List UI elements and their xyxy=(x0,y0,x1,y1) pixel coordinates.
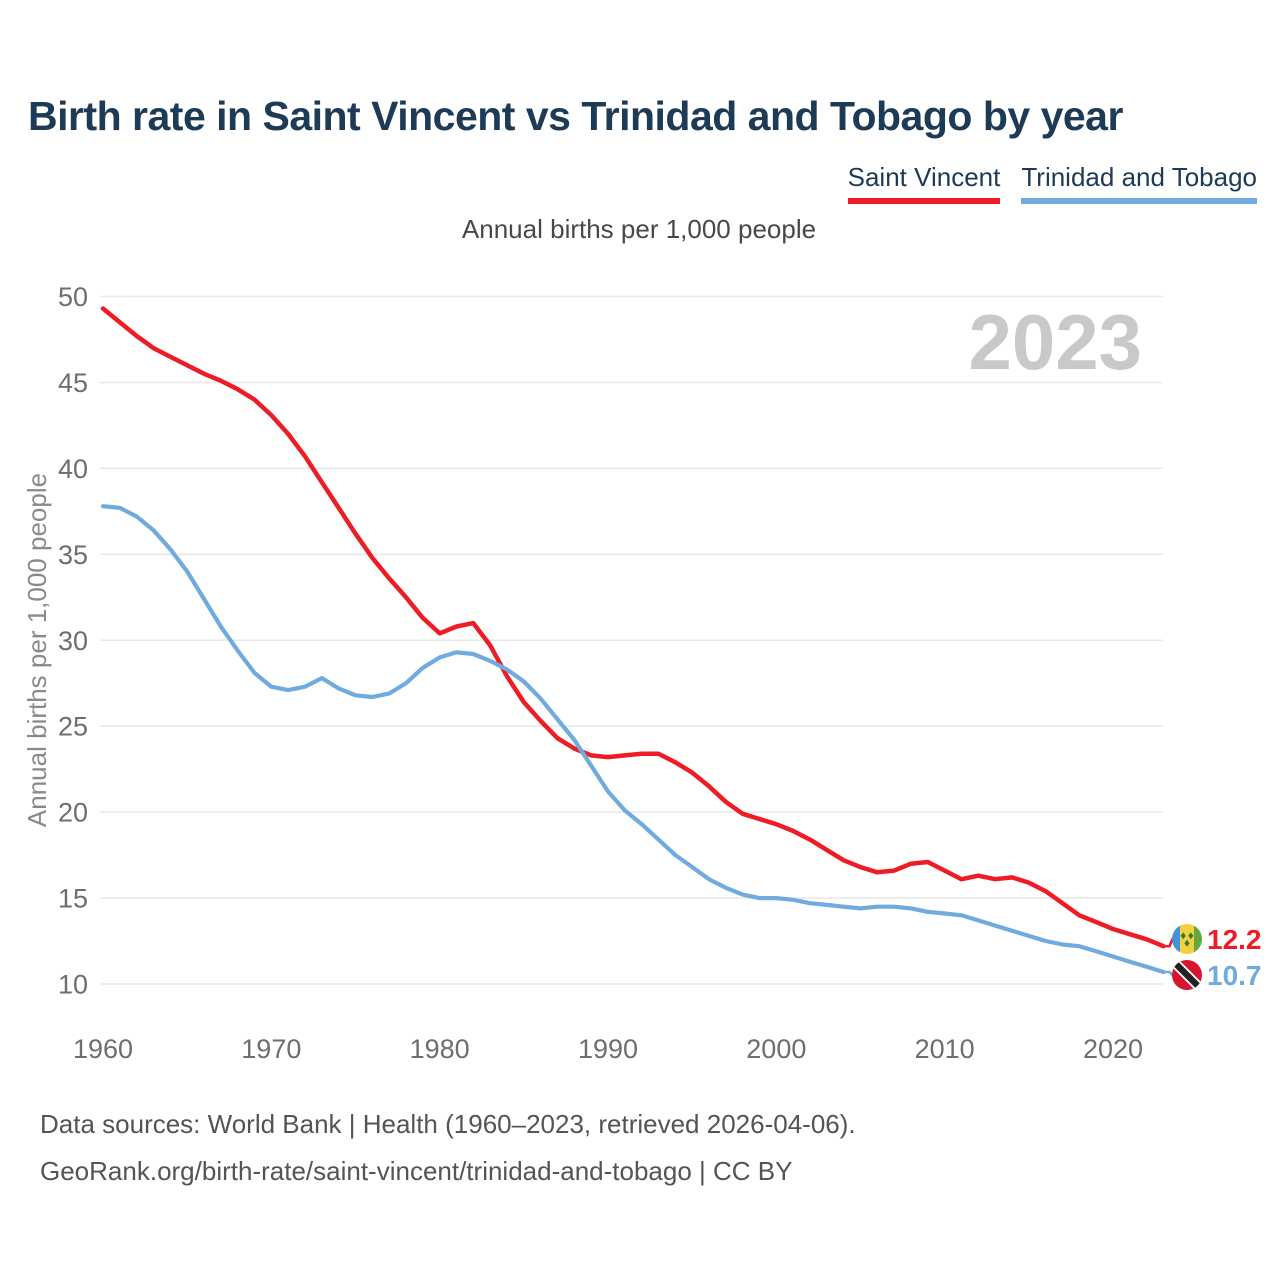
y-axis-title: Annual births per 1,000 people xyxy=(22,473,52,827)
axis-tick-labels: 10 15 20 25 30 35 40 45 50 1960 1970 1980 1990 2000 20… xyxy=(58,282,1143,1064)
y-tick-label: 15 xyxy=(58,884,88,914)
y-tick-label: 25 xyxy=(58,712,88,742)
flag-stripe-black xyxy=(1172,960,1202,990)
y-tick-label: 20 xyxy=(58,798,88,828)
x-tick-label: 2010 xyxy=(915,1034,975,1064)
x-tick-label: 1970 xyxy=(241,1034,301,1064)
gridlines xyxy=(100,295,1163,985)
y-tick-label: 50 xyxy=(58,282,88,312)
x-tick-label: 1960 xyxy=(73,1034,133,1064)
legend-item-trinidad-and-tobago[interactable]: Trinidad and Tobago xyxy=(1021,163,1257,204)
page-title: Birth rate in Saint Vincent vs Trinidad … xyxy=(28,93,1123,139)
legend: Saint Vincent Trinidad and Tobago xyxy=(847,163,1257,204)
y-tick-label: 40 xyxy=(58,454,88,484)
series-lines xyxy=(100,306,1166,975)
y-tick-label: 30 xyxy=(58,626,88,656)
x-tick-label: 2000 xyxy=(746,1034,806,1064)
y-tick-label: 35 xyxy=(58,540,88,570)
flag-band-green xyxy=(1194,924,1202,954)
end-labels: 12.2 10.7 xyxy=(1164,924,1262,991)
end-value-trinidad-and-tobago: 10.7 xyxy=(1207,960,1262,991)
x-tick-label: 1990 xyxy=(578,1034,638,1064)
year-watermark: 2023 xyxy=(968,298,1142,386)
saint-vincent-flag-icon xyxy=(1172,924,1202,954)
x-tick-label: 2020 xyxy=(1083,1034,1143,1064)
footer-data-sources: Data sources: World Bank | Health (1960–… xyxy=(40,1109,856,1139)
series-line-saint-vincent xyxy=(100,306,1166,949)
legend-item-saint-vincent[interactable]: Saint Vincent xyxy=(847,163,1001,204)
y-tick-label: 45 xyxy=(58,368,88,398)
trinidad-and-tobago-flag-icon xyxy=(1172,960,1202,990)
end-value-saint-vincent: 12.2 xyxy=(1207,924,1262,955)
y-tick-label: 10 xyxy=(58,970,88,1000)
flag-band-blue xyxy=(1172,924,1180,954)
footer-url: GeoRank.org/birth-rate/saint-vincent/tri… xyxy=(40,1156,793,1186)
chart-subtitle: Annual births per 1,000 people xyxy=(461,214,817,244)
flag-band-yellow xyxy=(1180,924,1194,954)
footer: Data sources: World Bank | Health (1960–… xyxy=(40,1101,856,1195)
x-tick-label: 1980 xyxy=(410,1034,470,1064)
series-line-trinidad-and-tobago xyxy=(100,504,1166,975)
